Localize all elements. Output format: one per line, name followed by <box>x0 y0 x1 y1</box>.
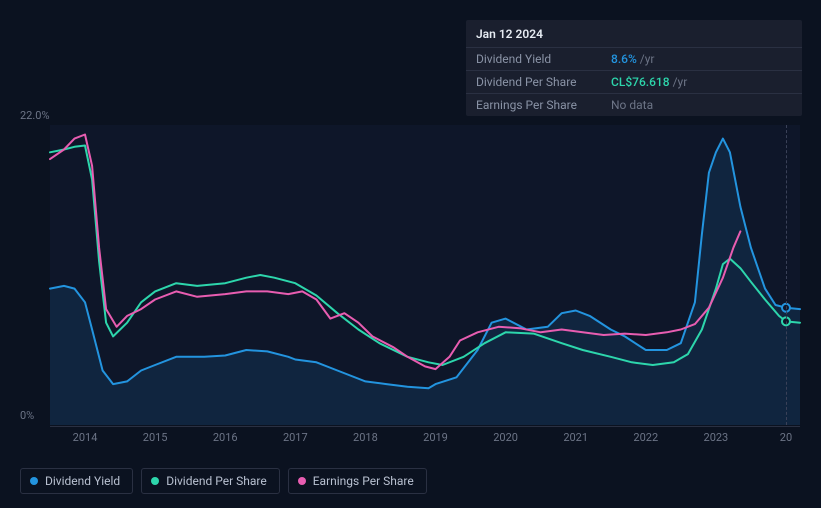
x-tick: 2016 <box>213 431 238 444</box>
tooltip-value-dps: CL$76.618 /yr <box>601 71 802 94</box>
legend-label: Earnings Per Share <box>313 474 414 488</box>
x-tick: 2023 <box>704 431 729 444</box>
tooltip-label-dps: Dividend Per Share <box>466 71 601 94</box>
x-axis-line <box>50 426 800 427</box>
tooltip-value-dy: 8.6% /yr <box>601 48 802 71</box>
tooltip-row-dps: Dividend Per Share CL$76.618 /yr <box>466 71 802 94</box>
tooltip-panel: Jan 12 2024 Dividend Yield 8.6% /yr Divi… <box>466 20 802 116</box>
legend-label: Dividend Per Share <box>166 474 267 488</box>
x-tick: 2019 <box>423 431 448 444</box>
legend-dot <box>151 477 159 485</box>
cursor-line <box>786 125 787 425</box>
legend-item-dividend-per-share[interactable]: Dividend Per Share <box>141 468 280 494</box>
tooltip-row-eps: Earnings Per Share No data <box>466 94 802 117</box>
legend-dot <box>30 477 38 485</box>
tooltip-value-eps: No data <box>601 94 802 117</box>
tooltip-row-dy: Dividend Yield 8.6% /yr <box>466 48 802 71</box>
y-axis-bottom-label: 0% <box>20 409 34 422</box>
chart-svg <box>50 125 800 425</box>
x-tick: 2015 <box>143 431 168 444</box>
plot-area[interactable] <box>50 125 800 425</box>
legend-item-dividend-yield[interactable]: Dividend Yield <box>20 468 133 494</box>
tooltip-date: Jan 12 2024 <box>466 20 802 47</box>
x-tick: 2020 <box>493 431 518 444</box>
x-tick: 2021 <box>563 431 588 444</box>
tooltip-table: Dividend Yield 8.6% /yr Dividend Per Sha… <box>466 47 802 116</box>
x-tick: 2018 <box>353 431 378 444</box>
tooltip-label-dy: Dividend Yield <box>466 48 601 71</box>
x-tick: 2017 <box>283 431 308 444</box>
x-tick: 2014 <box>73 431 98 444</box>
x-tick: 2022 <box>633 431 658 444</box>
legend-item-earnings-per-share[interactable]: Earnings Per Share <box>288 468 427 494</box>
x-axis-ticks: 2014 2015 2016 2017 2018 2019 2020 2021 2022 2023… <box>50 431 800 445</box>
legend-dot <box>298 477 306 485</box>
y-axis-top-label: 22.0% <box>20 109 50 122</box>
legend-label: Dividend Yield <box>45 474 120 488</box>
legend: Dividend Yield Dividend Per Share Earnin… <box>20 468 427 494</box>
x-tick: 20 <box>780 431 792 444</box>
tooltip-label-eps: Earnings Per Share <box>466 94 601 117</box>
